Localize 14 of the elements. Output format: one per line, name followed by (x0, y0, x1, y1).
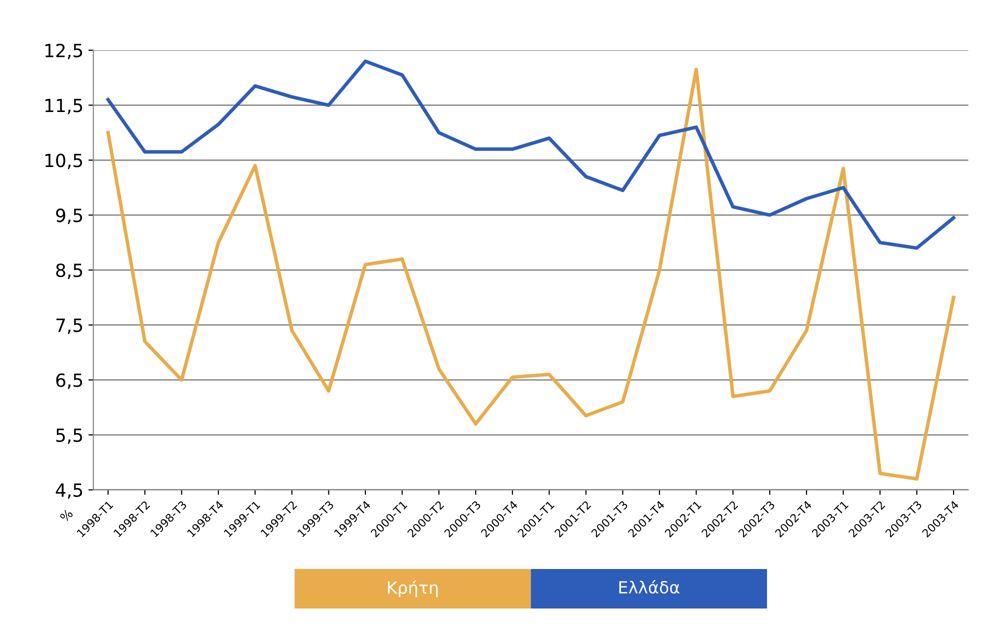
y-tick-label: 12,5 (45, 44, 82, 60)
text: Ελλάδα (619, 580, 680, 594)
y-tick-label: 6,5 (56, 373, 82, 389)
line-series (106, 68, 956, 481)
text: Κρήτη (388, 580, 438, 598)
y-tick-label: 9,5 (56, 208, 82, 224)
y-tick-label: 7,5 (56, 318, 82, 334)
y-tick-label: 4,5 (56, 484, 82, 499)
y-tick-label: 10,5 (45, 154, 82, 170)
y-tick-label: 8,5 (56, 264, 82, 279)
line-series (106, 59, 956, 250)
y-tick-label: 5,5 (56, 428, 82, 444)
y-tick-label: 11,5 (45, 98, 82, 114)
text: % (59, 508, 74, 522)
